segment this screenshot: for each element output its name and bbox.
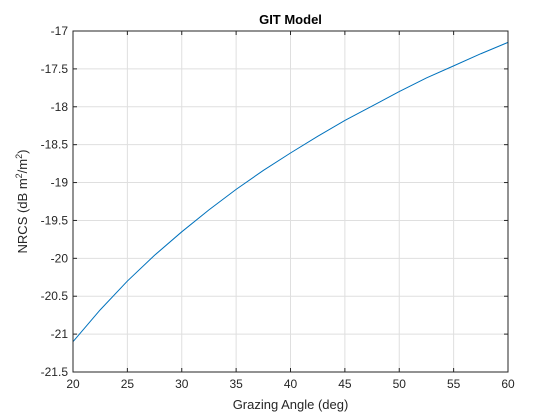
ticks: 20 25 30 35 40 45 50 55 60 -17 -17.5 -18 -18.5 -19 -19… xyxy=(41,24,515,391)
y-tick-label: -18.5 xyxy=(41,138,69,152)
series-line xyxy=(72,41,509,343)
y-axis-label-middle: /m xyxy=(15,159,30,173)
grid xyxy=(73,31,508,372)
y-axis-label-sup1: 2 xyxy=(14,173,24,178)
x-tick-label: 25 xyxy=(121,377,135,391)
y-tick-label: -20 xyxy=(51,251,69,265)
x-tick-label: 20 xyxy=(66,377,80,391)
x-axis-label: Grazing Angle (deg) xyxy=(233,397,349,412)
y-tick-label: -20.5 xyxy=(41,289,69,303)
y-axis-label: NRCS (dB m2/m2) xyxy=(14,150,30,254)
y-axis-label-suffix: ) xyxy=(15,150,30,154)
series-layer xyxy=(72,41,509,343)
x-tick-label: 45 xyxy=(338,377,352,391)
y-tick-label: -19 xyxy=(51,176,69,190)
x-tick-label: 35 xyxy=(229,377,243,391)
x-tick-label: 60 xyxy=(501,377,515,391)
x-tick-label: 30 xyxy=(175,377,189,391)
x-tick-label: 55 xyxy=(447,377,461,391)
y-tick-label: -19.5 xyxy=(41,213,69,227)
y-tick-label: -18 xyxy=(51,100,69,114)
y-tick-label: -21 xyxy=(51,327,69,341)
x-tick-label: 50 xyxy=(393,377,407,391)
y-tick-label: -17 xyxy=(51,24,69,38)
y-axis-label-prefix: NRCS (dB m xyxy=(15,178,30,253)
y-axis-label-sup2: 2 xyxy=(14,154,24,159)
chart-title: GIT Model xyxy=(259,12,322,27)
y-tick-label: -21.5 xyxy=(41,365,69,379)
y-tick-label: -17.5 xyxy=(41,62,69,76)
x-tick-label: 40 xyxy=(284,377,298,391)
